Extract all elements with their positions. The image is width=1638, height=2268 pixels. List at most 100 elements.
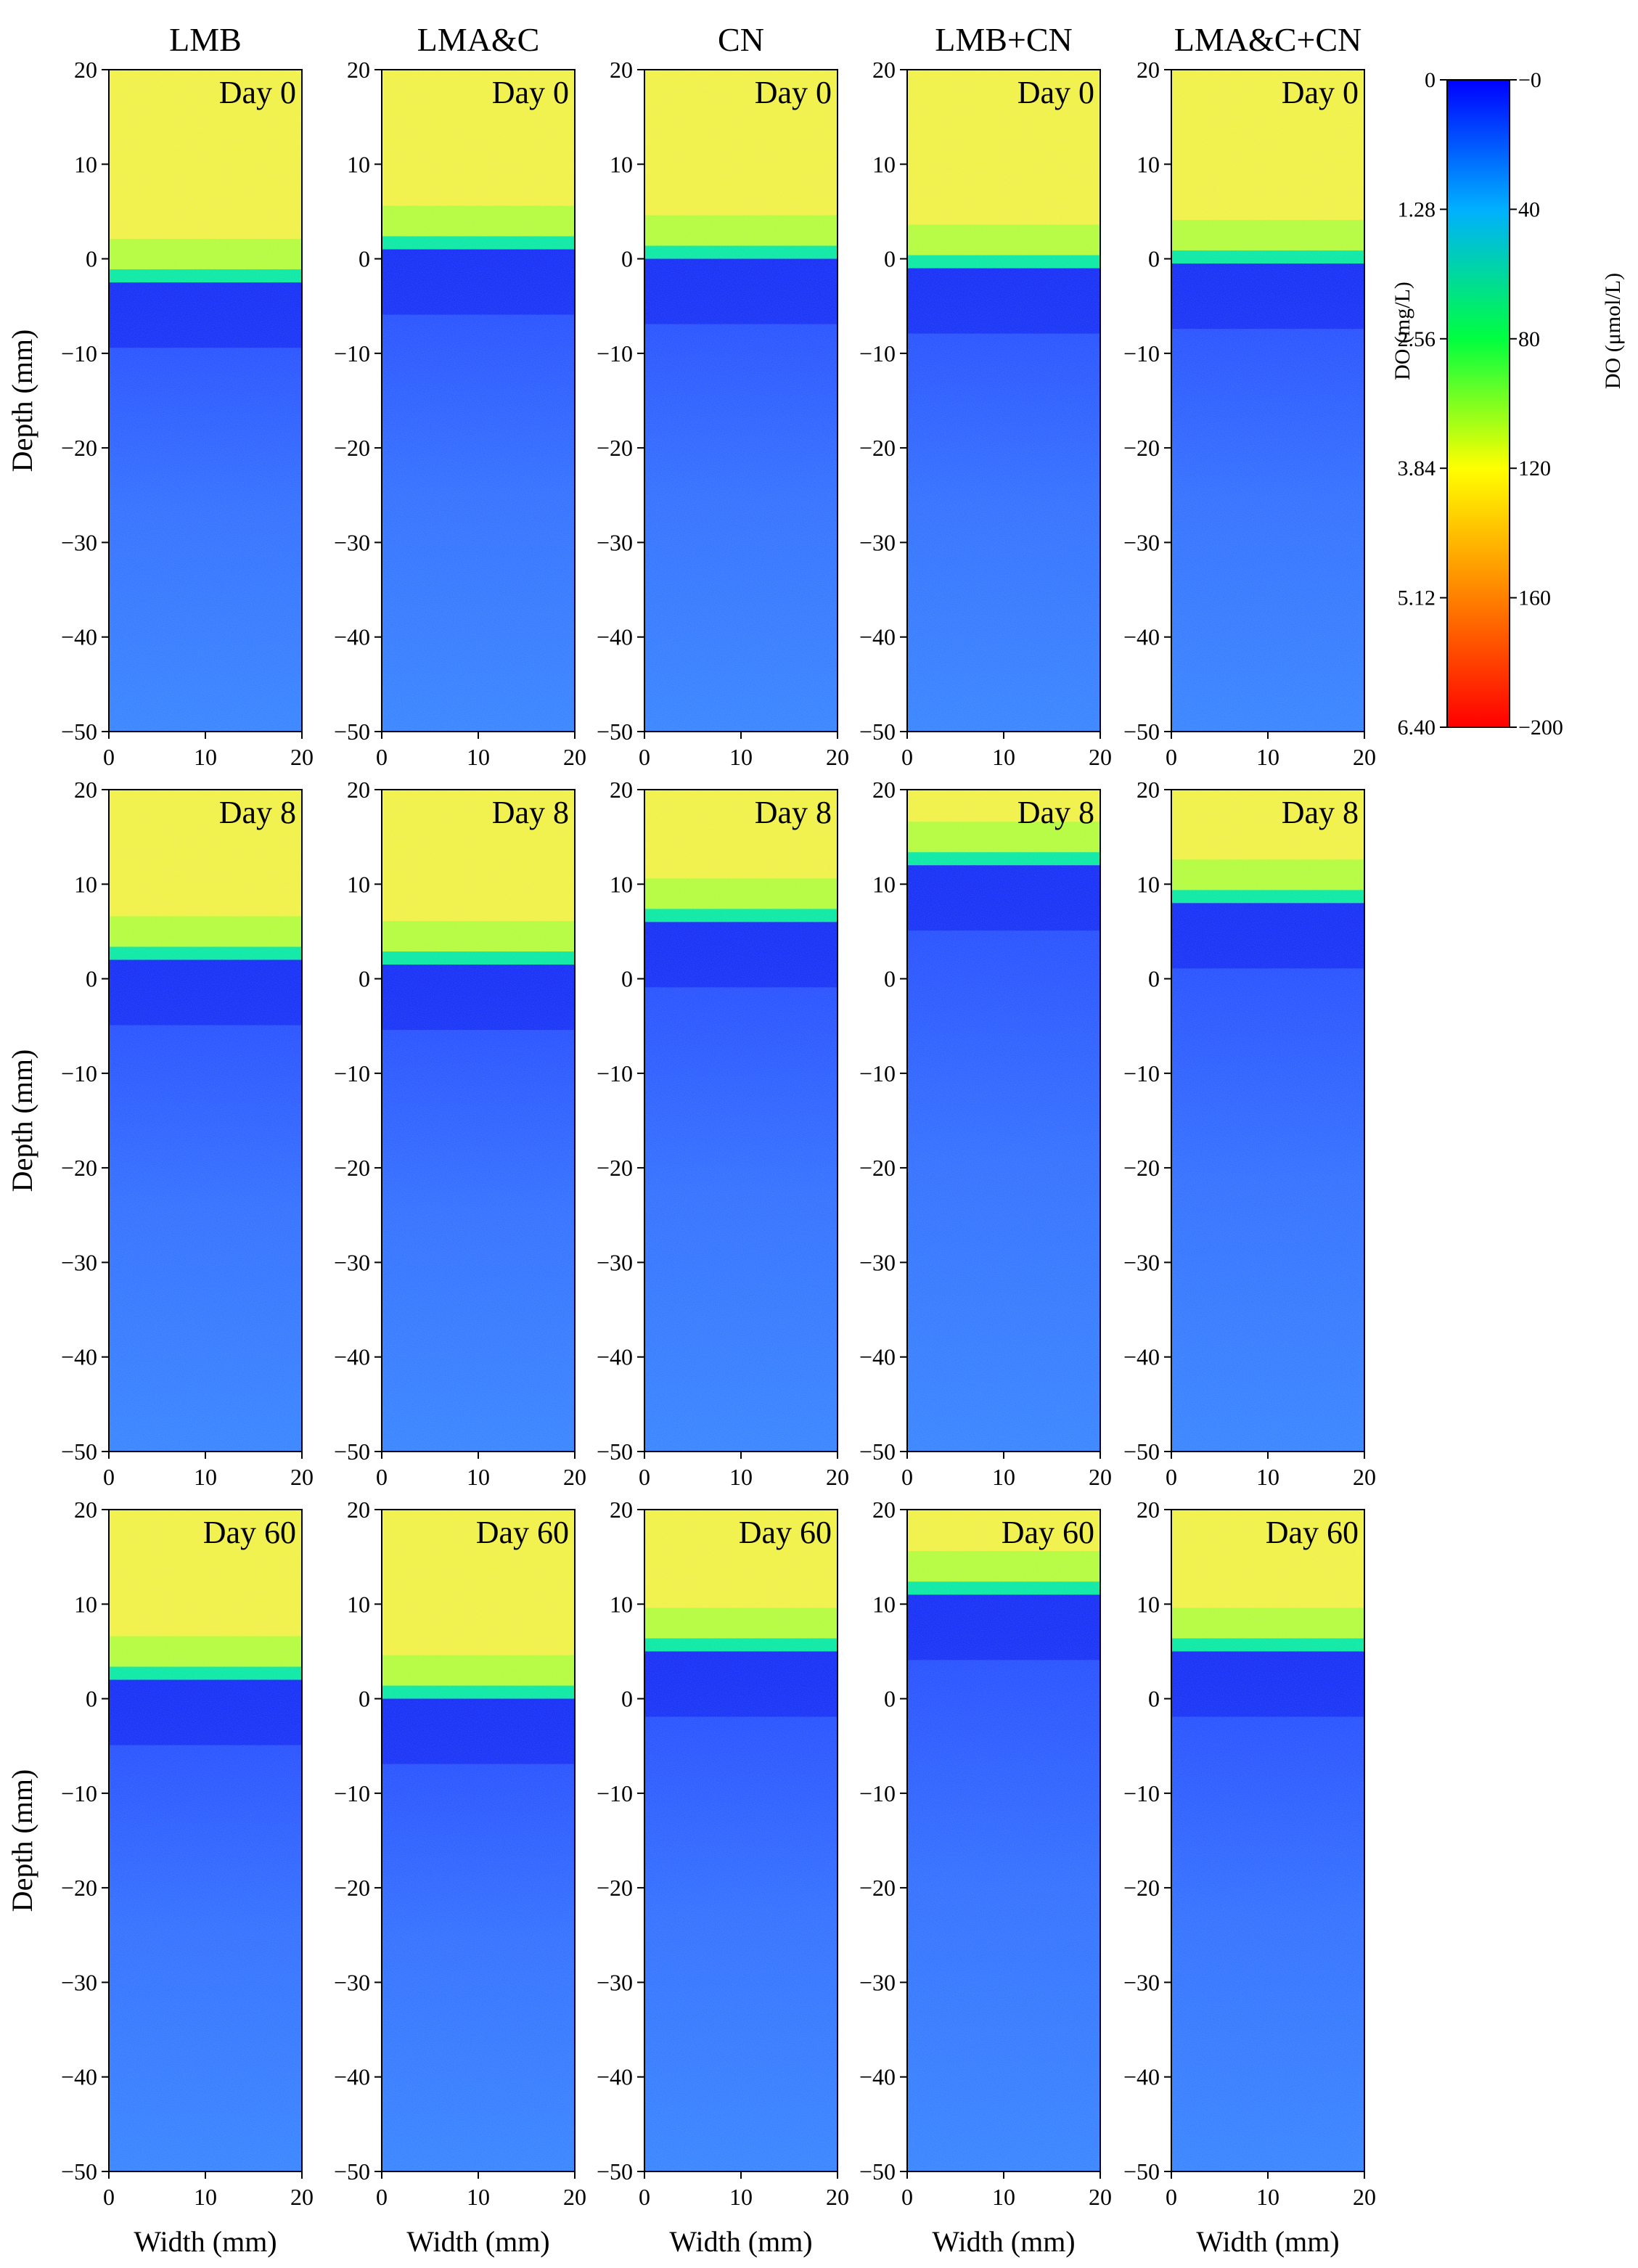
day-label: Day 60	[1266, 1515, 1359, 1550]
y-tick-label: 20	[347, 57, 370, 83]
day-label: Day 60	[203, 1515, 296, 1550]
y-tick-label: 0	[621, 966, 633, 992]
y-tick-label: −50	[859, 2158, 896, 2185]
x-tick-label: 10	[1256, 1464, 1279, 1490]
y-tick-label: −40	[61, 624, 97, 650]
texture-overlay	[644, 70, 838, 732]
colorbar-left-tick-label: 5.12	[1398, 586, 1436, 610]
y-tick-label: 20	[1137, 1497, 1160, 1523]
y-tick-label: −40	[334, 624, 370, 650]
x-tick-label: 10	[194, 744, 217, 770]
colorbar-right-tick-label: 40	[1518, 197, 1540, 221]
x-tick-label: 10	[467, 1464, 490, 1490]
y-tick-label: −40	[859, 624, 896, 650]
x-tick-label: 0	[376, 744, 388, 770]
y-tick-label: −30	[61, 1969, 97, 1995]
x-tick-label: 20	[1353, 744, 1376, 770]
y-tick-label: 10	[347, 1591, 370, 1617]
y-tick-label: −30	[61, 1249, 97, 1275]
y-tick-label: −30	[61, 529, 97, 555]
texture-overlay	[109, 790, 302, 1452]
y-tick-label: −10	[334, 1060, 370, 1086]
y-tick-label: −10	[1123, 1060, 1160, 1086]
y-tick-label: −50	[334, 1438, 370, 1465]
x-tick-label: 0	[639, 1464, 650, 1490]
colorbar-left-tick-label: 2.56	[1398, 327, 1436, 351]
x-axis-label: Width (mm)	[134, 2225, 277, 2258]
x-tick-label: 10	[992, 2184, 1015, 2210]
x-tick-label: 10	[992, 1464, 1015, 1490]
day-label: Day 0	[492, 75, 569, 110]
column-title: LMA&C+CN	[1174, 21, 1362, 58]
y-tick-label: 0	[621, 246, 633, 272]
y-tick-label: −30	[1123, 1249, 1160, 1275]
texture-overlay	[1171, 1510, 1364, 2171]
texture-overlay	[1171, 790, 1364, 1452]
y-tick-label: 0	[1148, 1686, 1160, 1712]
x-tick-label: 0	[901, 2184, 913, 2210]
y-tick-label: −20	[597, 1875, 633, 1901]
y-tick-label: 10	[1137, 1591, 1160, 1617]
y-tick-label: −10	[334, 1780, 370, 1806]
column-title: LMB	[169, 21, 242, 58]
y-tick-label: −20	[597, 1155, 633, 1181]
day-label: Day 0	[755, 75, 832, 110]
x-tick-label: 10	[1256, 2184, 1279, 2210]
y-tick-label: 10	[872, 151, 896, 177]
x-tick-label: 20	[826, 1464, 849, 1490]
y-tick-label: −10	[61, 340, 97, 367]
y-tick-label: −40	[859, 2064, 896, 2090]
day-label: Day 8	[1017, 795, 1094, 830]
x-tick-label: 10	[467, 2184, 490, 2210]
y-tick-label: −40	[597, 1344, 633, 1370]
y-tick-label: −20	[859, 435, 896, 461]
y-tick-label: −30	[334, 1249, 370, 1275]
column-title: LMA&C	[417, 21, 540, 58]
y-tick-label: −30	[859, 1249, 896, 1275]
x-tick-label: 0	[1166, 2184, 1177, 2210]
y-tick-label: −50	[61, 1438, 97, 1465]
x-tick-label: 10	[1256, 744, 1279, 770]
day-label: Day 8	[755, 795, 832, 830]
texture-overlay	[907, 790, 1100, 1452]
x-tick-label: 0	[639, 744, 650, 770]
x-tick-label: 20	[1353, 1464, 1376, 1490]
y-tick-label: 20	[610, 57, 633, 83]
y-tick-label: 10	[610, 151, 633, 177]
y-tick-label: −10	[1123, 340, 1160, 367]
y-tick-label: −40	[61, 1344, 97, 1370]
y-tick-label: −20	[859, 1155, 896, 1181]
day-label: Day 60	[739, 1515, 832, 1550]
colorbar-right-label: DO (μmol/L)	[1601, 273, 1625, 389]
y-tick-label: −30	[597, 529, 633, 555]
y-tick-label: −30	[597, 1249, 633, 1275]
x-tick-label: 0	[103, 744, 115, 770]
y-tick-label: −50	[1123, 719, 1160, 745]
x-tick-label: 0	[901, 1464, 913, 1490]
x-tick-label: 20	[563, 1464, 586, 1490]
x-tick-label: 10	[194, 1464, 217, 1490]
y-tick-label: 20	[74, 1497, 97, 1523]
texture-overlay	[109, 70, 302, 732]
x-tick-label: 10	[194, 2184, 217, 2210]
y-axis-label: Depth (mm)	[6, 329, 38, 472]
y-tick-label: −30	[859, 529, 896, 555]
day-label: Day 60	[476, 1515, 569, 1550]
x-tick-label: 20	[1089, 2184, 1112, 2210]
x-tick-label: 0	[1166, 744, 1177, 770]
column-title: LMB+CN	[935, 21, 1073, 58]
y-tick-label: −30	[1123, 529, 1160, 555]
y-tick-label: 10	[610, 871, 633, 897]
day-label: Day 60	[1002, 1515, 1094, 1550]
y-tick-label: 10	[74, 151, 97, 177]
y-tick-label: −50	[334, 719, 370, 745]
